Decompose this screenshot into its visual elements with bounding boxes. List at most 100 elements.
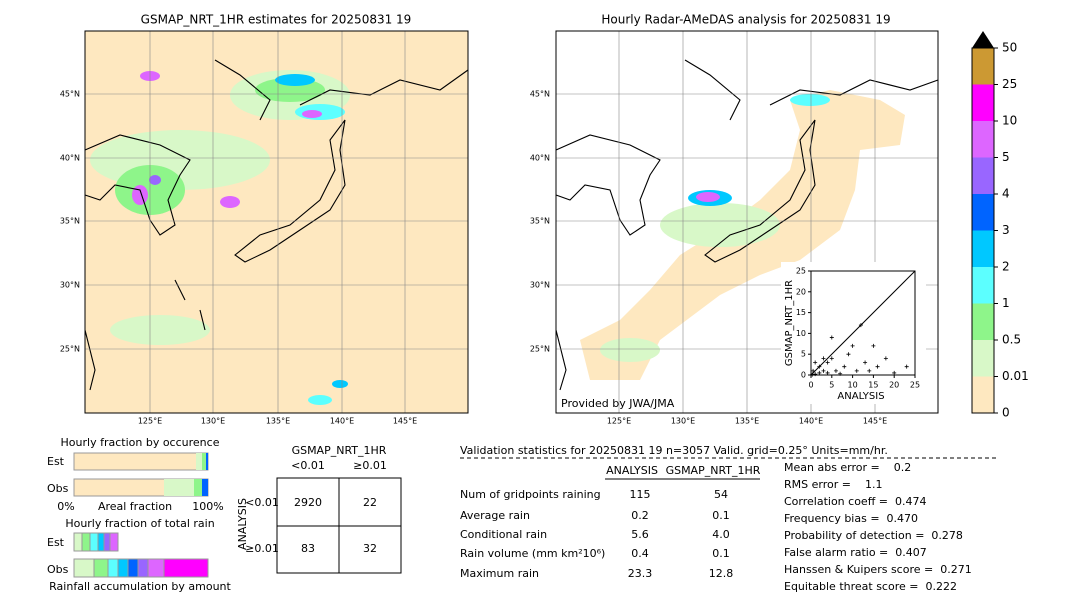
colorbar-label: 50 <box>1002 41 1017 55</box>
colorbar-segment <box>972 194 994 231</box>
rain-area <box>660 203 780 247</box>
score: Hanssen & Kuipers score = 0.271 <box>784 563 972 576</box>
cell: 5.6 <box>631 528 649 541</box>
colorbar-segment <box>972 48 994 85</box>
column-header: GSMAP_NRT_1HR <box>666 464 761 477</box>
colorbar-label: 5 <box>1002 150 1010 164</box>
lon-label: 135°E <box>735 417 759 426</box>
point <box>871 343 876 348</box>
cell: 83 <box>301 542 315 555</box>
rain-area <box>149 175 161 185</box>
score: Frequency bias = 0.470 <box>784 512 918 525</box>
colorbar-segment <box>972 267 994 304</box>
point <box>811 368 816 373</box>
point <box>817 364 822 369</box>
point <box>858 323 863 328</box>
rain-segment <box>73 532 83 552</box>
cell: 54 <box>714 488 728 501</box>
cell: 0.1 <box>712 509 730 522</box>
lat-label: 30°N <box>530 281 550 290</box>
validation-statistics: Validation statistics for 20250831 19 n=… <box>460 444 996 593</box>
lat-label: 40°N <box>60 154 80 163</box>
panel-title: Hourly fraction by occurence <box>61 436 220 449</box>
rain-segment <box>163 558 209 578</box>
point <box>904 364 909 369</box>
row-label: Average rain <box>460 509 530 522</box>
row-label: Maximum rain <box>460 567 539 580</box>
rain-area <box>132 185 148 205</box>
y-axis-label: GSMAP_NRT_1HR <box>784 280 795 366</box>
fraction-bar <box>73 452 209 471</box>
row-label: Est <box>47 455 65 468</box>
rain-area <box>332 380 348 388</box>
colorbar-label: 1 <box>1002 296 1010 310</box>
rain-area <box>308 395 332 405</box>
row-label: <0.01 <box>245 496 279 509</box>
lat-label: 40°N <box>530 154 550 163</box>
rain-segment <box>137 558 149 578</box>
scatter-inset: ANALYSIS GSMAP_NRT_1HR 0 5 10 15 20 25 0 5 10 15 2… <box>784 267 920 403</box>
colorbar-label: 0.01 <box>1002 369 1029 383</box>
cell: 23.3 <box>628 567 653 580</box>
colorbar: 0 0.01 0.5 1 2 3 4 5 10 25 50 <box>971 31 1029 420</box>
contingency-table: GSMAP_NRT_1HR <0.01 ≥0.01 ANALYSIS <0.01… <box>236 444 402 574</box>
fraction-segment <box>202 453 206 470</box>
rain-area <box>790 94 830 106</box>
colorbar-label: 10 <box>1002 114 1017 128</box>
colorbar-segment <box>972 84 994 121</box>
lon-label: 140°E <box>799 417 823 426</box>
fraction-panel: Hourly fraction by occurence Est Obs 0% … <box>47 436 232 593</box>
lat-label: 35°N <box>530 217 550 226</box>
left-map: GSMAP_NRT_1HR estimates for 20250831 19 … <box>60 13 469 426</box>
lon-label: 140°E <box>330 417 354 426</box>
x-tick-label: 20 <box>889 381 899 390</box>
x-tick-label: 0 <box>808 381 813 390</box>
map-grid <box>556 31 938 413</box>
colorbar-label: 2 <box>1002 260 1010 274</box>
point <box>854 368 859 373</box>
rain-segment <box>127 558 139 578</box>
cell: 12.8 <box>709 567 734 580</box>
cell: 4.0 <box>712 528 730 541</box>
lon-label: 145°E <box>863 417 887 426</box>
row-label: Est <box>47 536 65 549</box>
map-grid <box>85 31 468 413</box>
point <box>829 356 834 361</box>
rain-area <box>110 315 210 345</box>
row-label: Num of gridpoints raining <box>460 488 601 501</box>
rain-segment <box>107 558 119 578</box>
cell: 0.4 <box>631 547 649 560</box>
fraction-segment <box>194 479 202 496</box>
row-label: ≥0.01 <box>245 542 279 555</box>
cell: 0.1 <box>712 547 730 560</box>
point <box>813 372 818 377</box>
score: Correlation coeff = 0.474 <box>784 495 926 508</box>
y-tick-label: 5 <box>801 350 806 359</box>
map-frame <box>84 30 469 414</box>
fraction-segment <box>206 453 208 470</box>
coastline <box>84 59 469 391</box>
fraction-segment <box>164 479 194 496</box>
score: RMS error = 1.1 <box>784 478 882 491</box>
rain-segment <box>89 532 99 552</box>
rain-area <box>302 110 322 118</box>
rain-area <box>600 338 660 362</box>
point <box>817 370 822 375</box>
table-divider <box>277 478 401 573</box>
lon-label: 125°E <box>607 417 631 426</box>
lon-label: 145°E <box>393 417 417 426</box>
credit: Provided by JWA/JMA <box>561 397 675 410</box>
column-label: <0.01 <box>291 459 325 472</box>
axis-label: 100% <box>192 500 223 513</box>
validation-header: Validation statistics for 20250831 19 n=… <box>460 444 888 457</box>
colorbar-segment <box>972 376 994 413</box>
rain-segment <box>117 558 129 578</box>
score: False alarm ratio = 0.407 <box>784 546 927 559</box>
colorbar-label: 3 <box>1002 223 1010 237</box>
x-tick-label: 5 <box>829 381 834 390</box>
map-title: Hourly Radar-AMeDAS analysis for 2025083… <box>601 13 890 27</box>
colorbar-segment <box>972 157 994 194</box>
rain-segment <box>97 532 105 552</box>
point <box>821 356 826 361</box>
colorbar-label: 0 <box>1002 406 1010 420</box>
